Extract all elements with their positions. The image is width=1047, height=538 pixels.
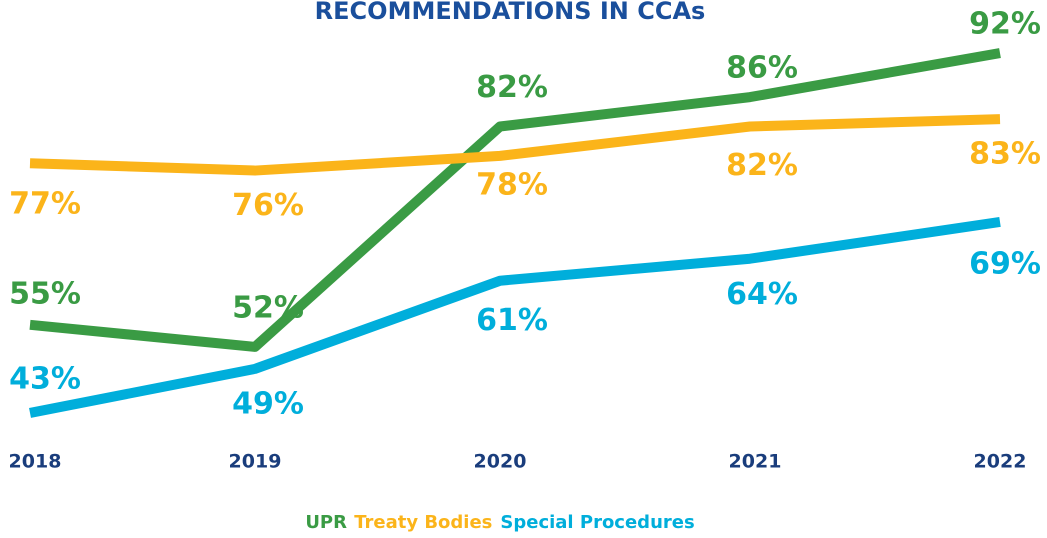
series-line	[29, 48, 1001, 352]
data-label: 82%	[476, 70, 548, 105]
chart-title: RECOMMENDATIONS IN CCAs	[315, 0, 706, 25]
x-tick-label: 2020	[474, 451, 527, 473]
data-label: 86%	[726, 51, 798, 86]
data-label: 64%	[726, 277, 798, 312]
series-line	[29, 114, 1001, 176]
data-label: 61%	[476, 303, 548, 338]
legend: UPR Treaty Bodies Special Procedures	[305, 512, 694, 533]
data-label: 69%	[969, 246, 1041, 281]
data-label: 83%	[969, 137, 1041, 172]
legend-entry: Treaty Bodies	[354, 512, 492, 533]
legend-entry: Special Procedures	[500, 512, 694, 533]
data-label: 77%	[9, 187, 81, 222]
data-label: 76%	[232, 188, 304, 223]
data-label: 82%	[726, 148, 798, 183]
data-label: 78%	[476, 167, 548, 202]
x-tick-label: 2022	[974, 451, 1027, 473]
series-line	[29, 217, 1001, 418]
data-label: 49%	[232, 386, 304, 421]
x-tick-label: 2018	[9, 451, 62, 473]
legend-entry: UPR	[305, 512, 347, 533]
data-label: 43%	[9, 361, 81, 396]
data-label: 52%	[232, 290, 304, 325]
data-label: 55%	[9, 276, 81, 311]
data-label: 92%	[969, 7, 1041, 42]
x-tick-label: 2019	[229, 451, 282, 473]
x-tick-label: 2021	[729, 451, 782, 473]
